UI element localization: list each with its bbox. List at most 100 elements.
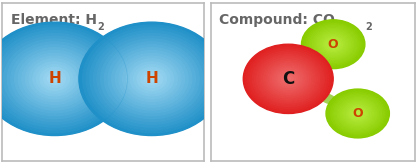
Circle shape — [123, 56, 181, 102]
Circle shape — [101, 39, 203, 119]
Text: H: H — [146, 71, 158, 86]
Circle shape — [303, 21, 363, 67]
Circle shape — [8, 42, 102, 116]
Circle shape — [348, 106, 367, 121]
Circle shape — [86, 28, 217, 130]
Circle shape — [126, 59, 177, 99]
Circle shape — [22, 53, 88, 104]
Circle shape — [250, 49, 327, 108]
Circle shape — [354, 111, 361, 116]
Circle shape — [11, 45, 98, 113]
Circle shape — [281, 74, 295, 84]
Circle shape — [334, 95, 382, 132]
Circle shape — [248, 48, 329, 110]
Circle shape — [325, 38, 341, 50]
Circle shape — [344, 102, 372, 124]
Circle shape — [316, 31, 351, 58]
Circle shape — [79, 22, 224, 135]
Circle shape — [257, 55, 320, 103]
Circle shape — [331, 93, 384, 134]
Circle shape — [268, 63, 309, 94]
Circle shape — [90, 31, 214, 127]
Circle shape — [340, 100, 375, 127]
Circle shape — [339, 99, 377, 128]
Circle shape — [330, 42, 337, 47]
Circle shape — [328, 90, 388, 137]
Circle shape — [309, 26, 357, 62]
Circle shape — [0, 22, 128, 135]
Circle shape — [0, 33, 113, 124]
Circle shape — [0, 31, 117, 127]
Circle shape — [116, 51, 188, 107]
Circle shape — [259, 56, 317, 101]
Circle shape — [36, 65, 73, 93]
Circle shape — [327, 39, 339, 49]
Circle shape — [51, 76, 58, 82]
Circle shape — [342, 101, 374, 126]
Circle shape — [0, 25, 124, 133]
Circle shape — [246, 46, 331, 112]
Text: O: O — [328, 38, 339, 51]
Circle shape — [279, 72, 297, 86]
Circle shape — [347, 105, 369, 122]
Text: Element: H: Element: H — [11, 13, 97, 27]
Ellipse shape — [317, 92, 339, 105]
Circle shape — [40, 68, 69, 90]
Circle shape — [350, 107, 366, 120]
Circle shape — [44, 70, 65, 87]
Circle shape — [277, 70, 299, 88]
FancyBboxPatch shape — [99, 76, 108, 84]
Circle shape — [353, 110, 362, 117]
Circle shape — [264, 60, 313, 98]
Circle shape — [326, 89, 389, 138]
Circle shape — [15, 48, 95, 110]
Circle shape — [119, 53, 184, 104]
Circle shape — [4, 39, 106, 119]
Circle shape — [144, 73, 159, 84]
Circle shape — [48, 73, 62, 84]
Circle shape — [337, 98, 378, 129]
Circle shape — [324, 37, 343, 51]
Circle shape — [266, 62, 311, 96]
Circle shape — [130, 62, 173, 96]
Circle shape — [336, 96, 380, 131]
Circle shape — [317, 32, 349, 56]
Circle shape — [108, 45, 196, 113]
Circle shape — [112, 48, 192, 110]
Circle shape — [29, 59, 80, 99]
Circle shape — [314, 30, 352, 59]
Circle shape — [25, 56, 84, 102]
Circle shape — [322, 36, 344, 53]
Circle shape — [243, 44, 333, 113]
Circle shape — [319, 33, 347, 55]
Circle shape — [286, 77, 291, 81]
Circle shape — [33, 62, 76, 96]
Text: Compound: CO: Compound: CO — [219, 13, 334, 27]
Circle shape — [18, 51, 91, 107]
Circle shape — [352, 109, 364, 118]
Circle shape — [148, 76, 156, 82]
Circle shape — [97, 36, 206, 121]
Circle shape — [311, 27, 355, 61]
Circle shape — [313, 28, 354, 60]
Circle shape — [252, 51, 324, 107]
Circle shape — [284, 75, 293, 82]
Circle shape — [305, 22, 362, 66]
Circle shape — [308, 25, 359, 64]
Circle shape — [261, 58, 315, 100]
Circle shape — [329, 92, 386, 135]
Ellipse shape — [309, 54, 320, 63]
Circle shape — [301, 20, 365, 69]
Circle shape — [83, 25, 221, 133]
Circle shape — [0, 36, 109, 121]
Circle shape — [332, 94, 383, 133]
Text: 2: 2 — [365, 22, 372, 32]
Circle shape — [356, 112, 359, 115]
Circle shape — [137, 68, 166, 90]
Circle shape — [306, 23, 360, 65]
Circle shape — [93, 33, 210, 124]
Circle shape — [272, 67, 304, 91]
Circle shape — [270, 65, 306, 93]
Circle shape — [133, 65, 170, 93]
Text: C: C — [282, 70, 294, 88]
